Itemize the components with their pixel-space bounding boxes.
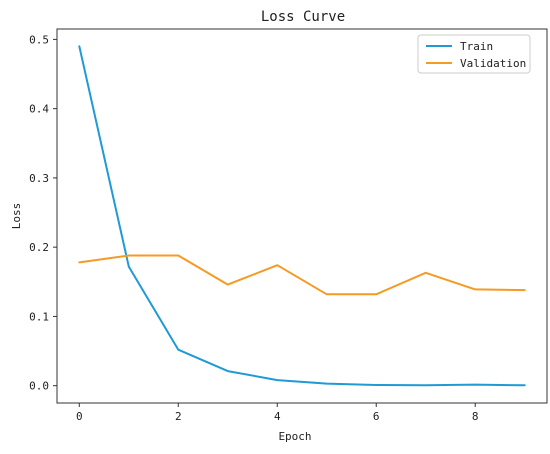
x-tick-label: 6 xyxy=(373,410,380,423)
series-line-train xyxy=(79,46,524,385)
y-axis-label: Loss xyxy=(10,203,23,230)
chart-title: Loss Curve xyxy=(261,9,345,25)
y-tick-label: 0.3 xyxy=(29,172,49,185)
legend-label-train: Train xyxy=(460,40,493,53)
y-tick-label: 0.2 xyxy=(29,241,49,254)
x-tick-label: 0 xyxy=(76,410,83,423)
plot-frame xyxy=(57,29,547,403)
y-tick-label: 0.5 xyxy=(29,33,49,46)
legend-label-validation: Validation xyxy=(460,57,526,70)
series-line-validation xyxy=(79,256,524,295)
x-axis-label: Epoch xyxy=(278,430,311,443)
x-tick-label: 8 xyxy=(472,410,479,423)
y-tick-label: 0.0 xyxy=(29,380,49,393)
x-tick-label: 2 xyxy=(175,410,182,423)
x-tick-label: 4 xyxy=(274,410,281,423)
x-axis-ticks: 0 2 4 6 8 xyxy=(76,403,479,423)
y-tick-label: 0.4 xyxy=(29,103,49,116)
y-tick-label: 0.1 xyxy=(29,310,49,323)
legend: Train Validation xyxy=(418,35,530,73)
series-lines xyxy=(79,46,524,385)
y-axis-ticks: 0.0 0.1 0.2 0.3 0.4 0.5 xyxy=(29,33,57,392)
